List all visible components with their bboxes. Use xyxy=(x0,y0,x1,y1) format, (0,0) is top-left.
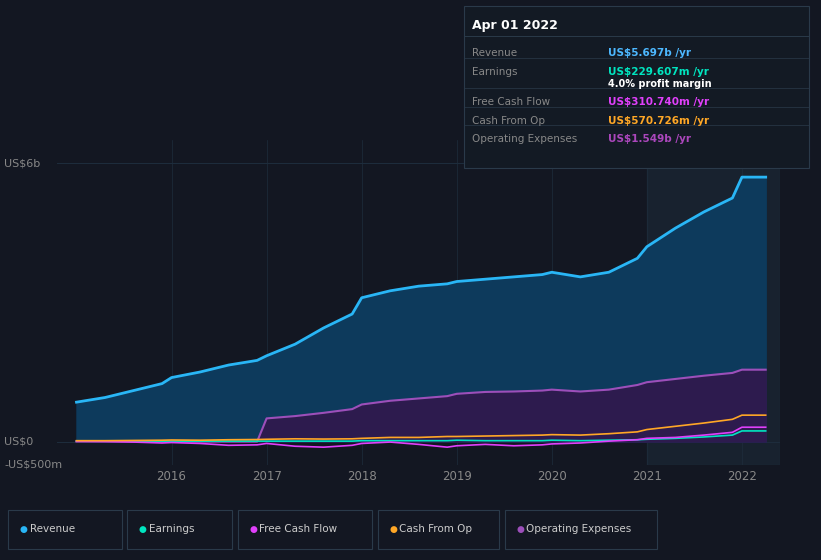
Text: Cash From Op: Cash From Op xyxy=(472,116,545,126)
Text: ●: ● xyxy=(250,525,258,534)
Text: Earnings: Earnings xyxy=(472,67,517,77)
Text: Operating Expenses: Operating Expenses xyxy=(526,524,631,534)
Text: US$5.697b /yr: US$5.697b /yr xyxy=(608,48,690,58)
Text: 4.0% profit margin: 4.0% profit margin xyxy=(608,79,711,89)
Text: US$229.607m /yr: US$229.607m /yr xyxy=(608,67,709,77)
Text: US$1.549b /yr: US$1.549b /yr xyxy=(608,134,690,144)
Text: Earnings: Earnings xyxy=(149,524,194,534)
Bar xyxy=(647,140,780,465)
Text: Free Cash Flow: Free Cash Flow xyxy=(472,97,550,108)
Text: -US$500m: -US$500m xyxy=(4,460,62,470)
Text: Free Cash Flow: Free Cash Flow xyxy=(259,524,337,534)
Text: Apr 01 2022: Apr 01 2022 xyxy=(472,18,558,32)
Text: ●: ● xyxy=(389,525,397,534)
Text: ●: ● xyxy=(516,525,525,534)
Text: ●: ● xyxy=(139,525,147,534)
Text: Revenue: Revenue xyxy=(472,48,517,58)
Text: US$0: US$0 xyxy=(4,437,34,447)
Text: US$6b: US$6b xyxy=(4,158,40,168)
Text: Cash From Op: Cash From Op xyxy=(399,524,472,534)
Text: Operating Expenses: Operating Expenses xyxy=(472,134,577,144)
Text: US$570.726m /yr: US$570.726m /yr xyxy=(608,116,709,126)
Text: ●: ● xyxy=(20,525,28,534)
Text: Revenue: Revenue xyxy=(30,524,75,534)
Text: US$310.740m /yr: US$310.740m /yr xyxy=(608,97,709,108)
